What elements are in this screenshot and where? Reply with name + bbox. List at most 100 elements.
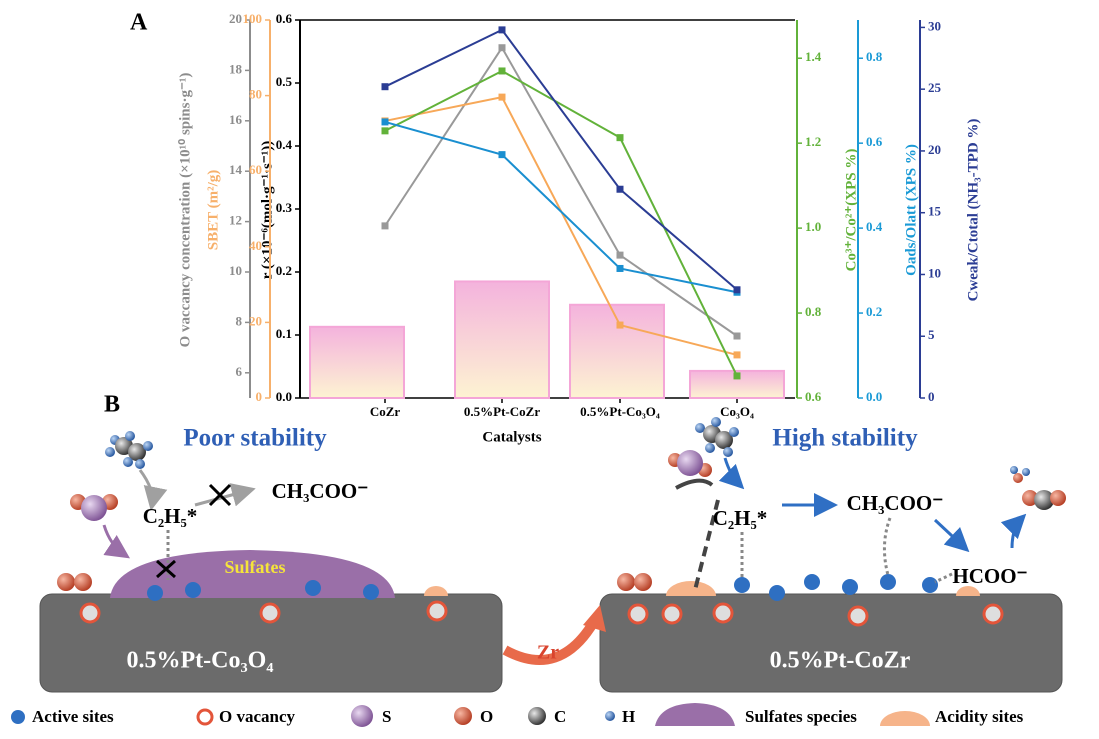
line xyxy=(385,71,737,376)
marker xyxy=(382,83,389,90)
marker xyxy=(499,26,506,33)
legend: Active sites O vacancy S O C H Sulfates … xyxy=(11,703,1024,727)
y-tick-label: 0.8 xyxy=(866,49,883,64)
diagram-b: Poor stability High stability 0.5%Pt-Co₃… xyxy=(11,417,1066,727)
intermediate: C₂H₅* xyxy=(143,504,198,528)
line xyxy=(385,48,737,336)
legend-label: S xyxy=(382,707,391,726)
x-tick-label: 0.5%Pt-CoZr xyxy=(464,404,540,419)
product-molecules xyxy=(1010,466,1066,510)
so2-molecule xyxy=(668,450,712,477)
arrow xyxy=(935,520,965,548)
y-tick-label: 40 xyxy=(249,238,262,253)
sulfates-label: Sulfates xyxy=(224,557,285,577)
y-axis-title: SBET (m²/g) xyxy=(205,170,221,251)
y-axis-title: O vaccancy concentration (×10¹⁰ spins·g⁻… xyxy=(177,73,193,348)
legend-label: Acidity sites xyxy=(935,707,1024,726)
y-tick-label: 0.4 xyxy=(866,219,883,234)
y-tick-label: 60 xyxy=(249,162,262,177)
x-tick-label: Co₃O₄ xyxy=(720,404,754,419)
legend-label: O xyxy=(480,707,493,726)
y-tick-label: 1.0 xyxy=(805,219,821,234)
y-tick-label: 30 xyxy=(928,18,941,33)
y-tick-label: 0.6 xyxy=(276,11,293,26)
y-tick-label: 0.0 xyxy=(276,389,292,404)
right-title: High stability xyxy=(772,425,918,452)
marker xyxy=(499,44,506,51)
arrow xyxy=(725,458,740,485)
y-tick-label: 0.3 xyxy=(276,200,293,215)
y-tick-label: 0.6 xyxy=(866,134,883,149)
figure: A B 0.00.10.20.30.40.50.6r (×10⁻⁶(mol·g⁻… xyxy=(0,0,1099,739)
marker xyxy=(617,134,624,141)
so2-molecule xyxy=(70,494,118,521)
arrow xyxy=(140,470,153,505)
marker xyxy=(499,94,506,101)
marker xyxy=(382,127,389,134)
marker xyxy=(382,118,389,125)
acidity-site xyxy=(666,581,716,596)
y-tick-label: 5 xyxy=(928,327,935,342)
bar xyxy=(455,281,549,398)
marker xyxy=(499,151,506,158)
marker xyxy=(734,286,741,293)
y-tick-label: 0.5 xyxy=(276,74,293,89)
panel-label: A xyxy=(130,10,148,36)
marker xyxy=(734,372,741,379)
legend-label: C xyxy=(554,707,566,726)
y-tick-label: 8 xyxy=(236,313,243,328)
marker xyxy=(617,265,624,272)
repel-mark xyxy=(676,481,712,488)
marker xyxy=(734,333,741,340)
y-tick-label: 0.4 xyxy=(276,137,293,152)
y-tick-label: 0 xyxy=(256,389,263,404)
y-tick-label: 6 xyxy=(236,364,243,379)
legend-label: Active sites xyxy=(32,707,114,726)
legend-label: H xyxy=(622,707,635,726)
legend-label: Sulfates species xyxy=(745,707,857,726)
product: HCOO⁻ xyxy=(952,564,1027,588)
catalyst-label: 0.5%Pt-CoZr xyxy=(770,648,911,674)
y-tick-label: 18 xyxy=(229,61,243,76)
y-tick-label: 10 xyxy=(229,263,242,278)
dopant-label: Zr xyxy=(537,642,559,664)
y-tick-label: 12 xyxy=(229,213,242,228)
y-tick-label: 0 xyxy=(928,389,935,404)
catalyst-label: 0.5%Pt-Co₃O₄ xyxy=(126,648,273,674)
marker xyxy=(617,186,624,193)
y-tick-label: 0.2 xyxy=(276,263,292,278)
y-tick-label: 20 xyxy=(249,313,262,328)
y-tick-label: 0.1 xyxy=(276,326,292,341)
y-tick-label: 80 xyxy=(249,87,262,102)
arrow xyxy=(1012,518,1022,548)
y-axis-title: Cweak/Ctotal (NH₃-TPD %) xyxy=(965,119,981,302)
x-tick-label: 0.5%Pt-Co₃O₄ xyxy=(580,404,660,419)
chart-a: 0.00.10.20.30.40.50.6r (×10⁻⁶(mol·g⁻¹·s⁻… xyxy=(177,11,981,445)
legend-label: O vacancy xyxy=(219,707,296,726)
y-tick-label: 14 xyxy=(229,162,243,177)
adsorption-link xyxy=(884,518,890,575)
panel-label: B xyxy=(104,392,120,418)
arrow xyxy=(104,525,125,555)
y-tick-label: 10 xyxy=(928,265,941,280)
y-tick-label: 1.4 xyxy=(805,49,822,64)
left-title: Poor stability xyxy=(183,425,327,452)
marker xyxy=(617,252,624,259)
adsorption-link xyxy=(935,574,952,582)
marker xyxy=(382,222,389,229)
y-tick-label: 1.2 xyxy=(805,134,821,149)
marker xyxy=(734,351,741,358)
acidity-site xyxy=(424,586,448,596)
intermediate: C₂H₅* xyxy=(713,506,768,530)
y-tick-label: 16 xyxy=(229,112,243,127)
ethyl-molecule xyxy=(695,417,739,457)
y-tick-label: 20 xyxy=(229,11,242,26)
product: CH₃COO⁻ xyxy=(847,491,944,515)
y-tick-label: 25 xyxy=(928,80,942,95)
product: CH₃COO⁻ xyxy=(272,479,369,503)
y-tick-label: 0.2 xyxy=(866,304,882,319)
bar xyxy=(310,327,404,398)
marker xyxy=(617,322,624,329)
ethyl-molecule xyxy=(105,431,153,469)
line xyxy=(385,30,737,290)
